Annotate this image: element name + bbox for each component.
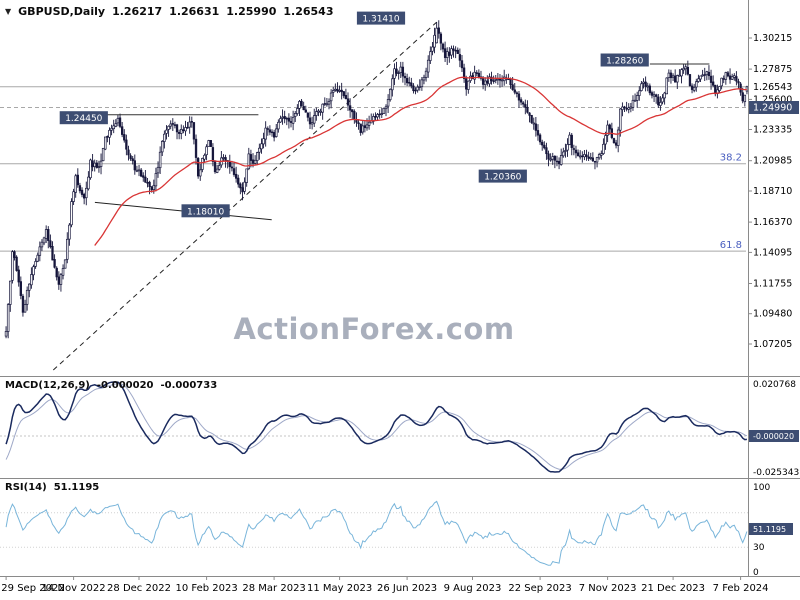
date-label: 28 Mar 2023	[242, 583, 305, 594]
price-axis-label: 1.30215	[753, 33, 792, 44]
svg-text:51.1195: 51.1195	[753, 525, 786, 534]
date-label: 7 Nov 2023	[579, 583, 637, 594]
rsi-header: RSI(14) 51.1195	[5, 482, 99, 493]
price-axis-label: 1.16370	[753, 217, 792, 228]
candles-down	[13, 27, 744, 313]
time-axis-strip[interactable]	[0, 577, 800, 600]
rsi-value: 51.1195	[53, 482, 100, 493]
rsi-current-marker: 51.1195	[749, 523, 793, 535]
dropdown-arrow-icon[interactable]: ▼	[5, 7, 12, 16]
price-annotation-1.20360[interactable]: 1.20360	[478, 169, 527, 183]
price-axis-label: 1.11755	[753, 279, 792, 290]
date-label: 11 May 2023	[307, 583, 372, 594]
svg-text:1.18010: 1.18010	[187, 207, 224, 217]
watermark: ActionForex.com	[0, 312, 748, 346]
ohlc-low: 1.25990	[226, 5, 277, 18]
date-label: 28 Dec 2022	[107, 583, 171, 594]
rsi-axis-bottom: 0	[753, 568, 759, 578]
date-label: 26 Jun 2023	[377, 583, 437, 594]
date-label: 9 Aug 2023	[444, 583, 502, 594]
price-axis-label: 1.23335	[753, 125, 792, 136]
chart-plot-area[interactable]	[0, 0, 748, 576]
date-label: 21 Dec 2023	[641, 583, 705, 594]
macd-signal-line	[5, 383, 748, 470]
price-axis-label: 1.25600	[753, 94, 792, 105]
svg-text:1.20360: 1.20360	[484, 173, 521, 183]
candles-up	[4, 27, 749, 337]
price-axis-label: 1.14095	[753, 247, 792, 258]
price-axis-label: 1.18710	[753, 186, 792, 197]
rsi-axis-top: 100	[753, 483, 770, 493]
price-axis-strip[interactable]	[749, 0, 800, 576]
macd-title: MACD(12,26,9)	[5, 380, 90, 391]
price-axis-label: 1.09480	[753, 309, 792, 320]
price-axis-label: 1.27875	[753, 64, 792, 75]
rsi-line	[5, 500, 748, 566]
price-annotation-1.24450[interactable]: 1.24450	[59, 111, 108, 125]
date-label: 29 Sep 2022	[1, 583, 64, 594]
svg-text:1.31410: 1.31410	[362, 15, 399, 25]
ma-line[interactable]	[94, 76, 747, 246]
svg-text:-0.000020: -0.000020	[753, 432, 794, 441]
price-axis-label: 1.20985	[753, 156, 792, 167]
symbol-timeframe-label: GBPUSD,Daily	[18, 5, 106, 18]
price-annotation-1.28260[interactable]: 1.28260	[600, 53, 649, 67]
macd-header: MACD(12,26,9) -0.000020 -0.000733	[5, 380, 217, 391]
symbol-header: ▼ GBPUSD,Daily 1.26217 1.26631 1.25990 1…	[5, 5, 334, 18]
boxed-price-marker: 1.24990	[749, 101, 799, 114]
fib-label-61.8: 61.8	[720, 240, 742, 251]
macd-current-marker: -0.000020	[749, 430, 799, 442]
ohlc-high: 1.26631	[169, 5, 220, 18]
macd-value-signal: -0.000733	[160, 380, 218, 391]
date-label: 10 Feb 2023	[175, 583, 237, 594]
ohlc-open: 1.26217	[112, 5, 163, 18]
macd-main-line	[5, 381, 747, 473]
rsi-axis-mid: 30	[753, 543, 765, 553]
date-label: 22 Sep 2023	[508, 583, 571, 594]
date-label: 14 Nov 2022	[42, 583, 106, 594]
date-label: 7 Feb 2024	[713, 583, 769, 594]
rsi-title: RSI(14)	[5, 482, 47, 493]
svg-text:1.24450: 1.24450	[65, 114, 102, 124]
svg-text:1.24990: 1.24990	[753, 103, 792, 114]
price-annotation-1.31410[interactable]: 1.31410	[356, 11, 406, 25]
svg-text:1.28260: 1.28260	[606, 57, 643, 67]
fib-label-38.2: 38.2	[720, 153, 742, 164]
price-annotation-1.18010[interactable]: 1.18010	[181, 204, 230, 218]
macd-value-main: -0.000020	[96, 380, 154, 391]
ohlc-close: 1.26543	[283, 5, 334, 18]
price-axis-label: 1.07205	[753, 339, 792, 350]
current-price-label: 1.26543	[753, 82, 792, 93]
macd-axis-min: -0.025343	[753, 468, 799, 478]
macd-axis-max: 0.020768	[753, 380, 796, 390]
